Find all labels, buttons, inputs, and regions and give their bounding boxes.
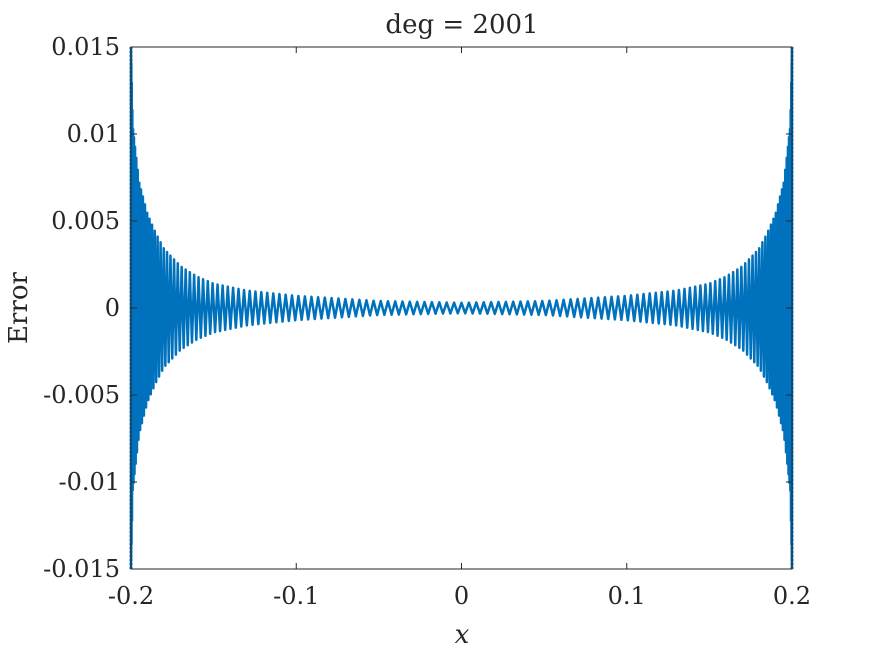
y-tick-label: -0.005 (43, 381, 120, 409)
x-axis: -0.2 -0.1 0 0.1 0.2 (108, 47, 811, 610)
y-tick-label: -0.015 (43, 555, 120, 583)
error-series-line (129, 46, 794, 570)
x-axis-label: x (455, 620, 470, 650)
y-tick-label: 0 (105, 294, 120, 322)
chart-title: deg = 2001 (385, 10, 538, 40)
y-tick-label: -0.01 (58, 468, 120, 496)
plot-area (129, 46, 794, 570)
y-tick-label: 0.015 (51, 33, 120, 61)
x-tick-label: 0 (454, 582, 469, 610)
x-tick-label: -0.2 (108, 582, 154, 610)
x-tick-label: 0.1 (608, 582, 646, 610)
x-tick-label: -0.1 (273, 582, 319, 610)
y-axis-label: Error (4, 271, 34, 343)
y-axis: -0.015 -0.01 -0.005 0 0.005 0.01 0.015 (43, 33, 792, 583)
y-tick-label: 0.005 (51, 207, 120, 235)
x-tick-label: 0.2 (773, 582, 811, 610)
y-tick-label: 0.01 (67, 120, 120, 148)
